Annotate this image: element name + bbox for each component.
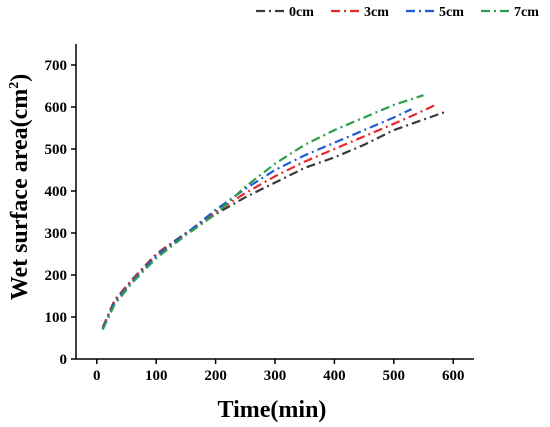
x-tick-label: 600 — [442, 368, 465, 384]
legend-label-7cm: 7cm — [514, 5, 539, 20]
y-tick-label: 200 — [45, 268, 68, 284]
y-axis-title-main: Wet surface area(cm — [7, 89, 33, 300]
x-axis-title: Time(min) — [218, 397, 327, 423]
legend-label-0cm: 0cm — [289, 5, 314, 20]
y-tick-label: 500 — [45, 142, 68, 158]
x-tick-label: 100 — [145, 368, 168, 384]
y-tick-label: 0 — [60, 352, 68, 368]
y-tick-label: 600 — [45, 100, 68, 116]
x-tick-label: 300 — [264, 368, 287, 384]
legend-label-5cm: 5cm — [439, 5, 464, 20]
legend: 0cm 3cm 5cm 7cm — [256, 5, 539, 20]
series-line-5cm — [101, 108, 413, 330]
series-line-7cm — [101, 94, 424, 331]
x-tick-label: 400 — [323, 368, 346, 384]
x-tick-label: 0 — [93, 368, 101, 384]
x-tick-label: 200 — [204, 368, 227, 384]
axes: 0 100 200 300 400 500 600 0 100 200 300 400 500 600 70… — [45, 44, 474, 384]
x-tick-label: 500 — [383, 368, 406, 384]
legend-label-3cm: 3cm — [364, 5, 389, 20]
y-axis-title-close: ) — [7, 74, 33, 82]
y-tick-label: 400 — [45, 184, 68, 200]
y-tick-label: 300 — [45, 226, 68, 242]
y-axis-title: Wet surface area(cm2) — [7, 74, 33, 300]
y-tick-label: 700 — [45, 58, 68, 74]
plot-lines — [101, 94, 448, 331]
y-axis-title-superscript: 2 — [7, 82, 22, 89]
series-line-3cm — [101, 103, 436, 328]
y-tick-label: 100 — [45, 310, 68, 326]
series-line-0cm — [101, 110, 448, 328]
